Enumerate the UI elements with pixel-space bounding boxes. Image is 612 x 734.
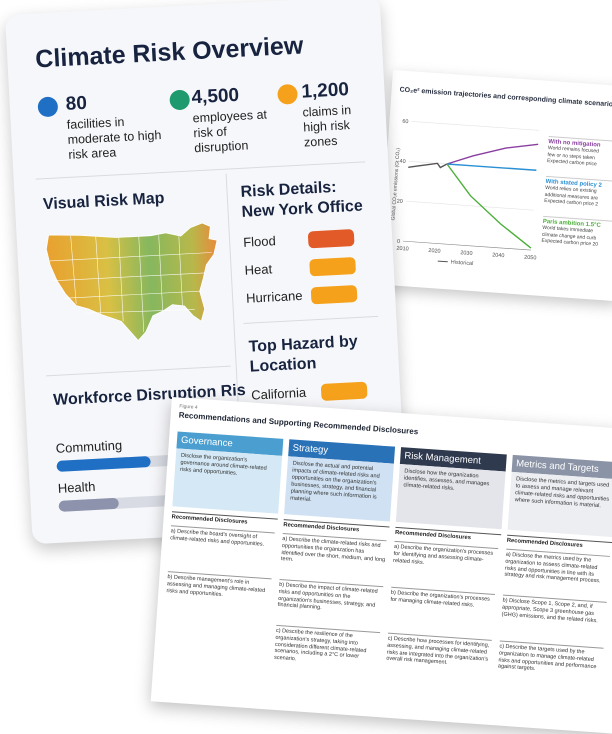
- risk-hurricane-label: Hurricane: [245, 287, 303, 306]
- x-tick-label: 2040: [492, 252, 505, 259]
- workforce-commuting-bar: [56, 454, 177, 472]
- disclosure-item: a) Describe the board's oversight of cli…: [169, 525, 275, 550]
- us-risk-map[interactable]: [40, 216, 232, 360]
- stat-facilities-value: 80: [65, 92, 88, 115]
- workforce-health-label: Health: [57, 478, 96, 496]
- stat-facilities: 80 facilities in moderate to high risk a…: [37, 90, 162, 162]
- risk-flood-indicator: [307, 229, 355, 249]
- disclosure-item: c) Describe the targets used by the orga…: [497, 640, 604, 678]
- disclosure-item: b) Describe the organization's processes…: [390, 586, 496, 611]
- stat-facilities-dot: [37, 96, 59, 118]
- recommendations-title: Recommendations and Supporting Recommend…: [178, 410, 419, 437]
- disclosure-item: b) Disclose Scope 1, Scope 2, and, if ap…: [501, 594, 607, 626]
- x-tick-label: 2050: [524, 255, 537, 262]
- hazard-california-label: California: [250, 384, 307, 403]
- disclosure-item: a) Describe the climate-related risks an…: [280, 533, 387, 571]
- workforce-health-bar-fill: [58, 497, 119, 512]
- y-tick-label: 60: [402, 119, 409, 125]
- recommended-disclosures-heading: Recommended Disclosures: [506, 534, 612, 552]
- risk-flood-label: Flood: [242, 233, 277, 250]
- stat-employees: 4,500 employees at risk of disruption: [169, 83, 269, 155]
- stat-claims-text: claims in high risk zones: [302, 103, 352, 150]
- y-tick-label: 20: [396, 199, 403, 205]
- stat-employees-text: employees at risk of disruption: [192, 107, 268, 156]
- stat-employees-value: 4,500: [191, 84, 240, 109]
- risk-details-list: Flood Heat Hurricane: [243, 228, 368, 306]
- risk-hurricane-indicator: [310, 284, 358, 305]
- stat-claims-dot: [277, 83, 299, 105]
- disclosure-item: c) Describe how processes for identifyin…: [385, 632, 492, 671]
- recommended-disclosures-heading: Recommended Disclosures: [171, 511, 278, 528]
- risk-divider: [243, 315, 379, 324]
- y-gridline: [405, 200, 534, 211]
- risk-heat-indicator: [309, 257, 357, 277]
- hazard-california-indicator: [320, 381, 368, 401]
- x-tick-label: 2020: [428, 248, 441, 255]
- series-line: [446, 143, 539, 165]
- disclosure-item: c) Describe the resilience of the organi…: [273, 624, 381, 669]
- disclosure-item: a) Describe the organization's processes…: [392, 540, 499, 572]
- figure-label: Figure 4: [179, 403, 198, 411]
- us-map-shape: [45, 222, 218, 342]
- workforce-commuting-label: Commuting: [55, 437, 123, 456]
- x-tick-label: 2030: [460, 250, 473, 257]
- series-line: [446, 163, 532, 249]
- emissions-chart-card: CO₂e² emission trajectories and correspo…: [378, 70, 612, 302]
- map-title: Visual Risk Map: [42, 189, 165, 214]
- top-hazard-title: Top Hazard by Location: [248, 333, 359, 376]
- stat-claims: 1,200 claims in high risk zones: [277, 78, 377, 150]
- column-description-strategy: Disclose the actual and potential impact…: [284, 456, 394, 522]
- x-axis-line: [403, 240, 531, 251]
- recommended-disclosures-heading: Recommended Disclosures: [283, 519, 390, 536]
- y-gridline: [411, 121, 540, 131]
- x-tick-label: 2010: [396, 246, 409, 253]
- recommended-disclosures-heading: Recommended Disclosures: [394, 526, 502, 544]
- column-description-metrics-and-targets: Disclose the metrics and targets used to…: [507, 471, 612, 538]
- recommendations-figure-card: Figure 4 Recommendations and Supporting …: [150, 397, 612, 734]
- column-description-risk-management: Disclose how the organization identifies…: [395, 464, 506, 530]
- historical-legend-swatch: [437, 260, 448, 263]
- stats-divider: [35, 161, 366, 180]
- disclosure-item: b) Describe the impact of climate-relate…: [277, 578, 384, 617]
- workforce-health-bar: [58, 494, 179, 512]
- disclosure-item: b) Describe management's role in assessi…: [166, 571, 272, 602]
- series-line: [408, 162, 448, 169]
- workforce-commuting-bar-fill: [56, 456, 151, 472]
- column-description-governance: Disclose the organization's governance a…: [172, 448, 283, 514]
- stat-facilities-text: facilities in moderate to high risk area: [66, 114, 162, 162]
- emissions-y-axis-label: Global CO₂e emissions (Gt CO₂): [391, 148, 402, 221]
- risk-details-title: Risk Details: New York Office: [240, 178, 364, 221]
- risk-heat-label: Heat: [244, 261, 273, 278]
- y-tick-label: 40: [399, 159, 406, 165]
- stat-claims-value: 1,200: [300, 79, 350, 103]
- page-title: Climate Risk Overview: [34, 31, 304, 74]
- series-line: [446, 163, 537, 171]
- y-tick-label: 0: [397, 239, 400, 245]
- stat-employees-dot: [169, 89, 191, 111]
- map-divider: [45, 365, 231, 377]
- disclosure-item: a) Disclose the metrics used by the orga…: [504, 548, 610, 587]
- climate-risk-dashboard-card: Climate Risk Overview 80 facilities in m…: [5, 0, 408, 545]
